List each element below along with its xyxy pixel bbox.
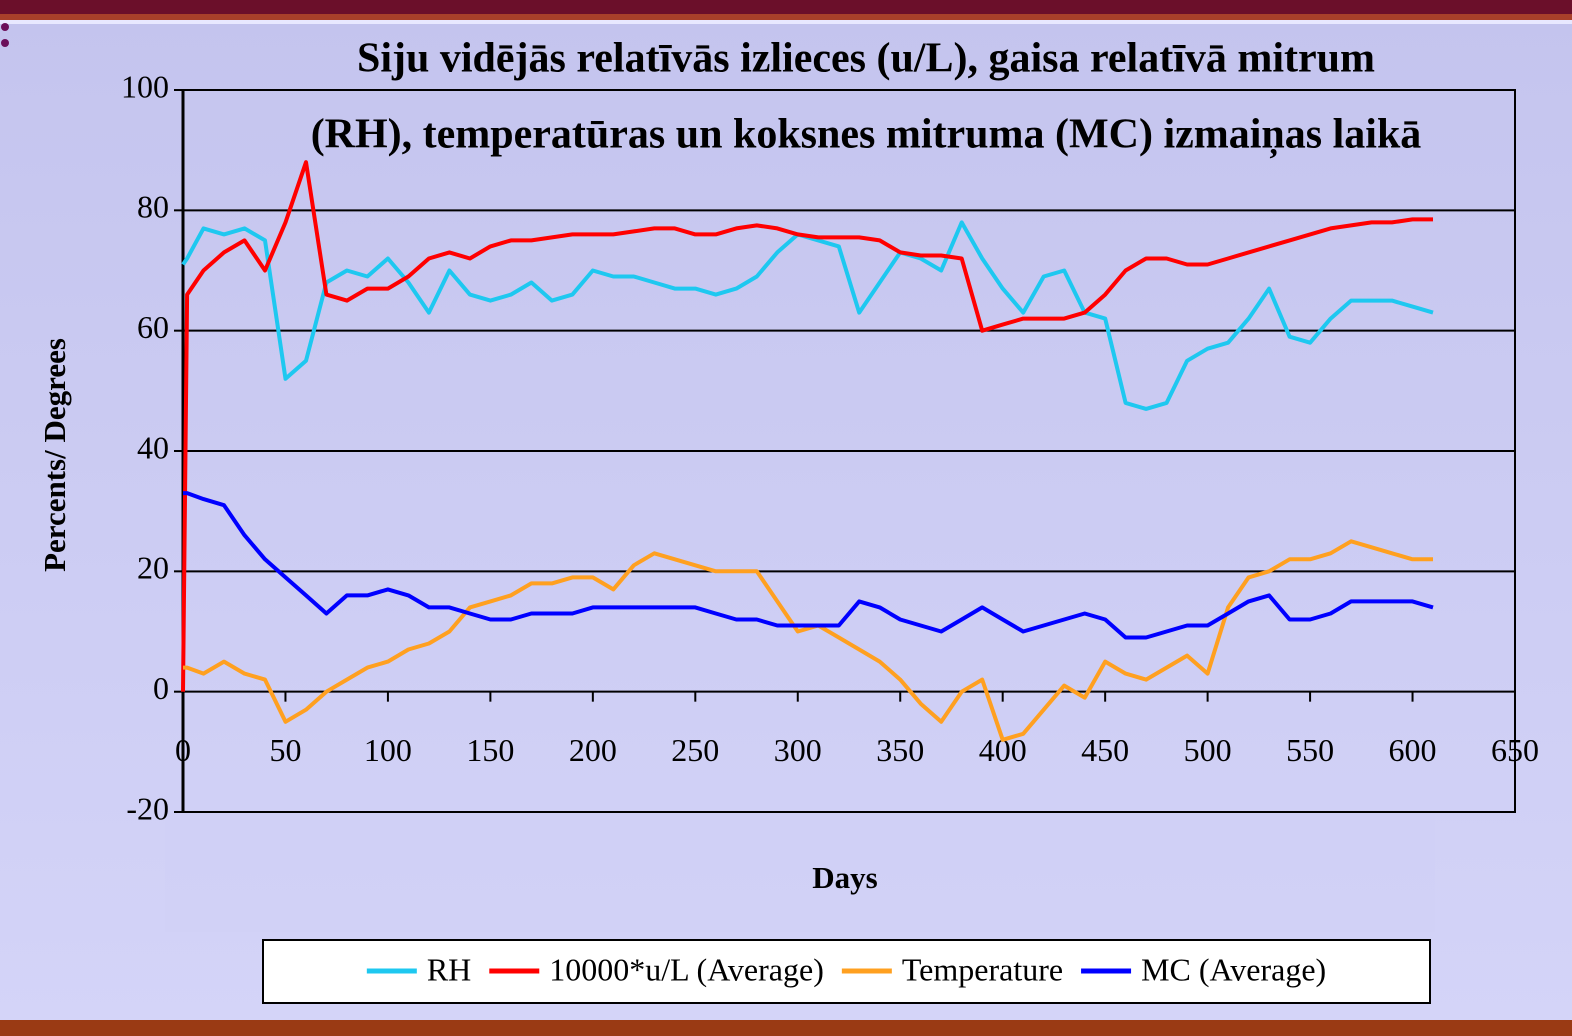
lower-panel xyxy=(165,812,1435,932)
x-tick-label: 50 xyxy=(269,732,301,768)
x-tick-label: 150 xyxy=(466,732,514,768)
x-tick-label: 500 xyxy=(1184,732,1232,768)
x-tick-label: 300 xyxy=(774,732,822,768)
x-tick-label: 200 xyxy=(569,732,617,768)
y-tick-label: 60 xyxy=(137,309,169,345)
x-tick-label: 550 xyxy=(1286,732,1334,768)
x-tick-label: 100 xyxy=(364,732,412,768)
bullet xyxy=(1,23,9,31)
y-tick-label: 20 xyxy=(137,550,169,586)
legend-label: 10000*u/L (Average) xyxy=(549,951,824,987)
chart-title: (RH), temperatūras un koksnes mitruma (M… xyxy=(311,112,1422,159)
top-band-accent xyxy=(0,14,1572,20)
legend-items: RH 10000*u/L (Average) Temperature MC (Aver… xyxy=(366,951,1326,987)
series-line xyxy=(181,220,1434,411)
legend-label: RH xyxy=(427,951,471,987)
legend-label: MC (Average) xyxy=(1141,951,1326,987)
x-tick-label: 250 xyxy=(671,732,719,768)
y-axis-title: Percents/ Degrees xyxy=(37,338,72,572)
y-tick-label: 100 xyxy=(121,68,169,104)
y-tick-label: 40 xyxy=(137,429,169,465)
y-tick-label: 80 xyxy=(137,189,169,225)
x-tick-label: 650 xyxy=(1491,732,1539,768)
top-band xyxy=(0,0,1572,14)
legend-label: Temperature xyxy=(902,951,1063,987)
x-tick-label: 600 xyxy=(1389,732,1437,768)
x-tick-label: 450 xyxy=(1081,732,1129,768)
series-line xyxy=(183,491,1434,640)
series-line xyxy=(181,160,1433,692)
chart-title: Siju vidējās relatīvās izlieces (u/L), g… xyxy=(357,36,1375,82)
bottom-band xyxy=(0,1020,1572,1036)
plot-area: -200204060801000501001502002503003504004… xyxy=(121,68,1539,826)
x-tick-label: 350 xyxy=(876,732,924,768)
y-tick-label: -20 xyxy=(126,790,169,826)
top-band-light xyxy=(0,20,1572,24)
series-line xyxy=(183,539,1433,742)
x-axis-title: Days xyxy=(812,860,877,895)
y-tick-label: 0 xyxy=(153,670,169,706)
bullet xyxy=(1,39,9,47)
